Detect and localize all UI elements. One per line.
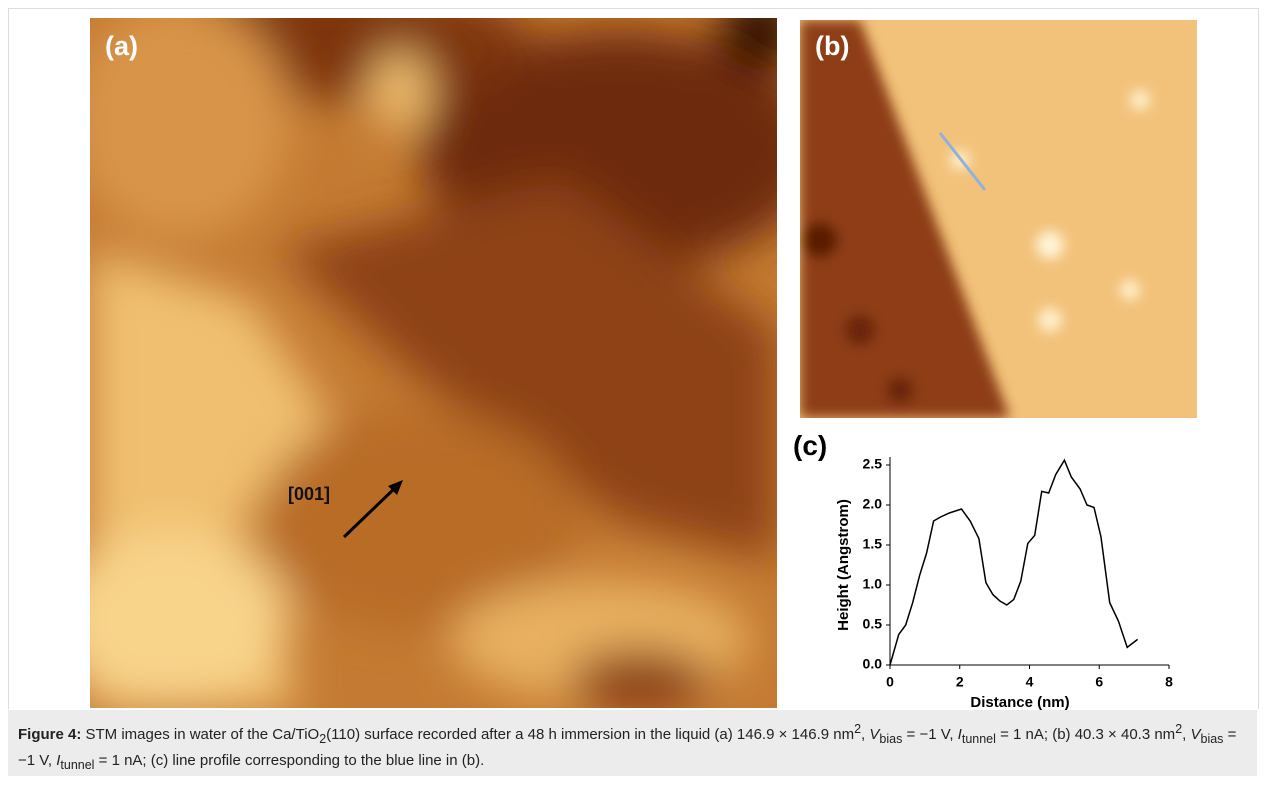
x-tick-label: 2 [956,674,964,690]
caption-label: Figure 4: [18,726,82,743]
y-tick-label: 1.5 [863,536,883,552]
caption-text: 2 [854,722,862,736]
x-tick-label: 4 [1026,674,1034,690]
stm-image-a [90,18,777,708]
caption-text: tunnel [60,758,95,772]
x-tick-label: 8 [1165,674,1173,690]
caption-text: bias [1200,732,1224,746]
caption-text: bias [879,732,903,746]
caption-text: STM images in water of the Ca/TiO [85,726,320,743]
caption-text: V [869,726,880,743]
direction-arrow [342,485,398,539]
x-axis-label: Distance (nm) [970,694,1069,710]
caption: Figure 4: STM images in water of the Ca/… [8,710,1257,776]
y-tick-label: 0.0 [863,656,883,672]
caption-text: (110) surface recorded after a 48 h imme… [326,726,855,743]
profile-line [889,458,1139,666]
panel-label: (a) [105,31,138,61]
caption-text: , [1182,726,1191,743]
caption-text: V [1190,726,1201,743]
caption-text: 2 [1175,722,1183,736]
caption-text: = −1 V, [902,726,958,743]
x-tick-label: 0 [886,674,894,690]
caption-text: tunnel [961,732,996,746]
figure: (a) (b) (c) [001] Distance (nm) Height (… [90,18,1197,710]
panel-label: (b) [815,31,849,61]
y-axis-label: Height (Angstrom) [835,499,852,631]
caption-text: = −1 V, [18,726,1237,769]
caption-text: 2 [319,732,327,746]
arrow-head [388,480,403,495]
y-tick-label: 2.5 [863,456,883,472]
y-tick-label: 1.0 [863,576,883,592]
caption-text: , [861,726,870,743]
y-tick-label: 0.5 [863,616,883,632]
caption-text: I [56,752,61,769]
profile-line [938,132,987,191]
caption-text: = 1 nA; (b) 40.3 × 40.3 nm [995,726,1176,743]
x-tick-label: 6 [1095,674,1103,690]
y-tick-label: 2.0 [863,496,883,512]
caption-text: = 1 nA; (c) line profile corresponding t… [94,752,485,769]
stm-image-b [800,20,1197,418]
panel-label: (c) [793,430,827,461]
direction-label: [001] [288,484,330,504]
figure-frame [8,8,1259,709]
caption-text: I [957,726,962,743]
line-profile-chart: Distance (nm) Height (Angstrom) 0.0 0.5 1.… [835,456,1173,710]
